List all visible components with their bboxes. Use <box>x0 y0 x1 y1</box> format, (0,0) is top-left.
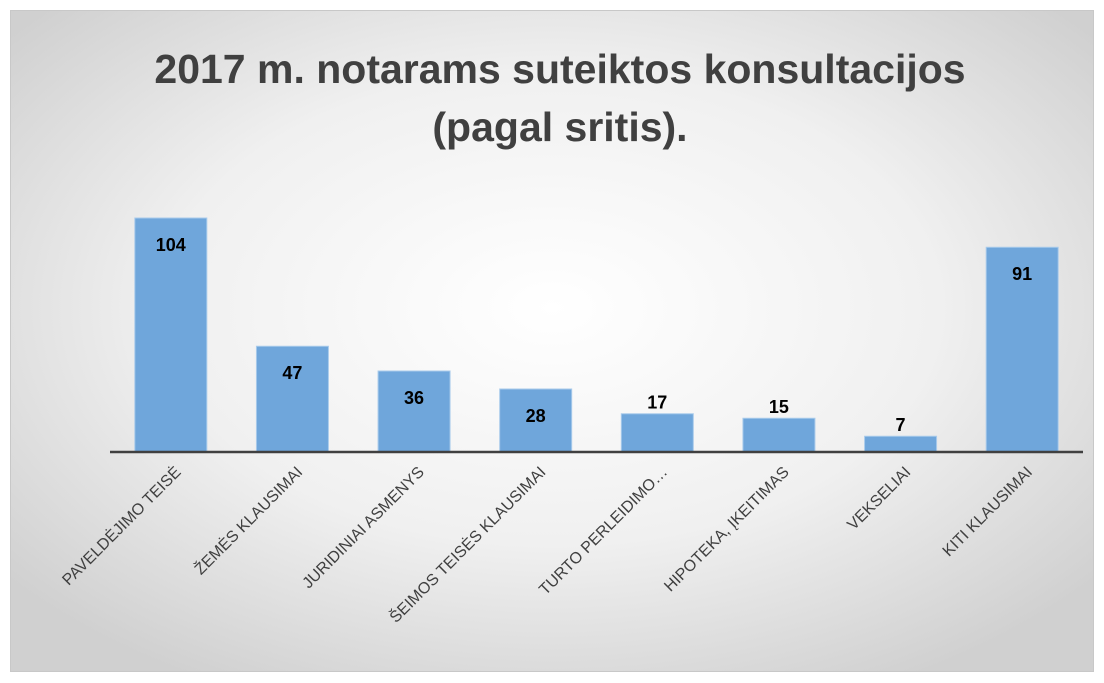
chart-title: (pagal sritis). <box>432 104 687 150</box>
bar <box>742 417 816 453</box>
data-label: 47 <box>282 363 302 383</box>
bar <box>255 345 329 453</box>
data-label: 28 <box>526 406 546 426</box>
chart-title: 2017 m. notarams suteiktos konsultacijos <box>154 46 965 92</box>
bar <box>985 246 1059 453</box>
data-label: 15 <box>769 397 789 417</box>
data-label: 17 <box>647 393 667 413</box>
bar <box>377 370 451 453</box>
data-label: 36 <box>404 388 424 408</box>
data-label: 91 <box>1012 264 1032 284</box>
bar <box>134 217 208 453</box>
bar <box>620 413 694 453</box>
bar <box>864 435 938 453</box>
data-label: 7 <box>896 415 906 435</box>
data-label: 104 <box>156 235 186 255</box>
